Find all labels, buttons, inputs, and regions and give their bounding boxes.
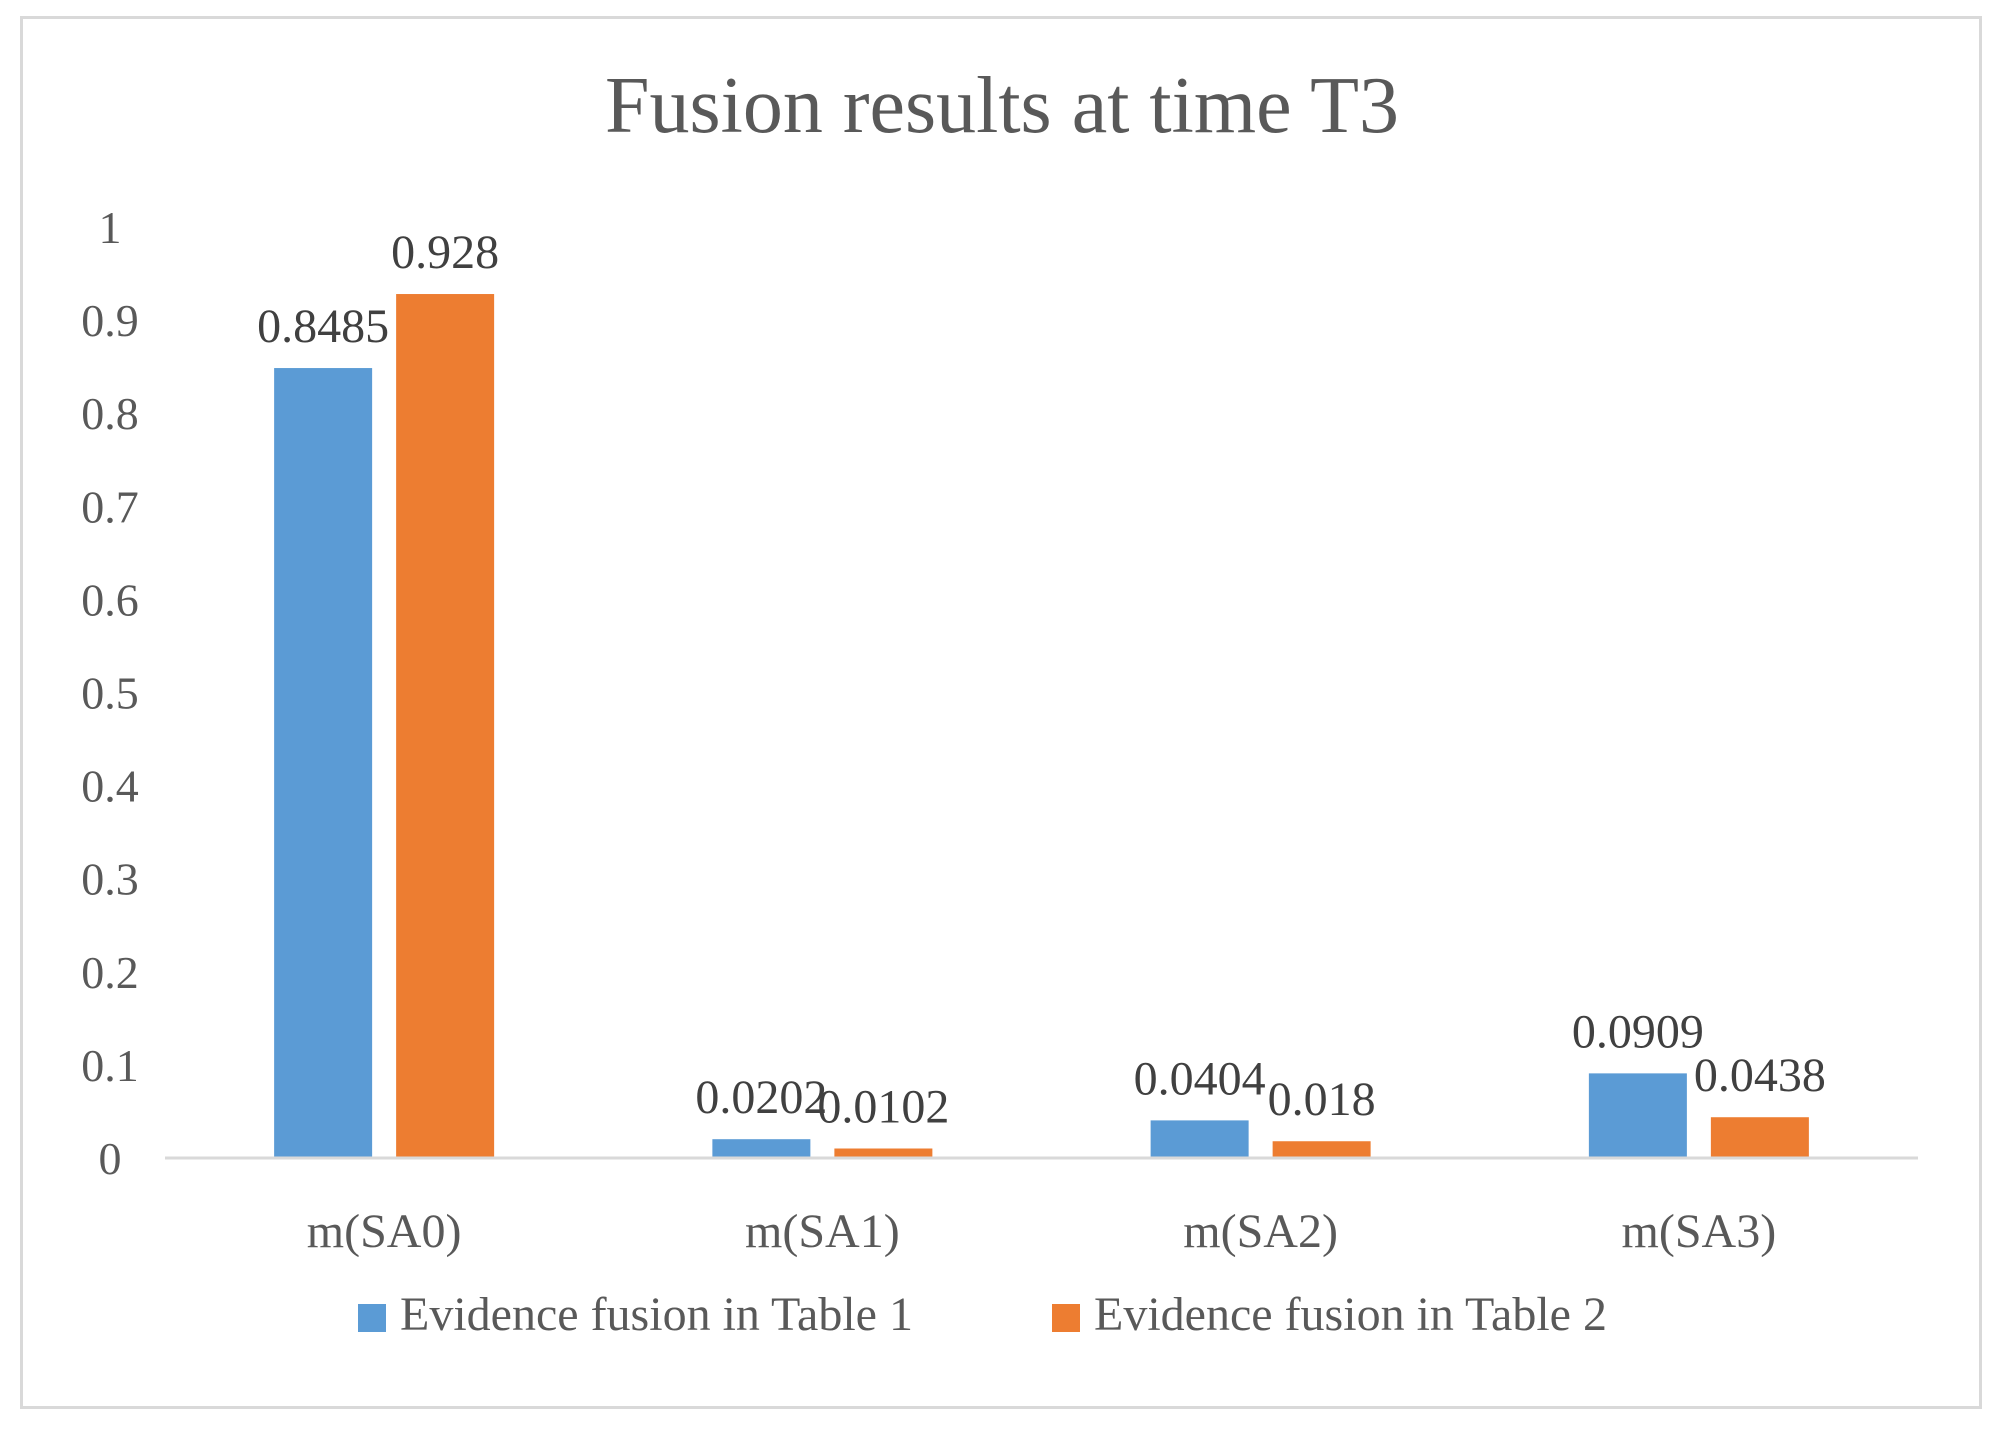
bar-series-1 — [712, 1139, 811, 1158]
bar-series-2 — [1710, 1117, 1809, 1158]
data-label: 0.928 — [391, 226, 499, 279]
bar-series-2 — [834, 1148, 933, 1158]
y-tick-label: 0.5 — [81, 668, 139, 719]
y-tick-label: 0.6 — [81, 574, 139, 625]
chart-title: Fusion results at time T3 — [605, 62, 1399, 150]
bar-series-2 — [396, 294, 495, 1159]
y-tick-label: 0 — [99, 1133, 122, 1184]
y-tick-label: 0.7 — [81, 481, 139, 532]
data-label: 0.0909 — [1572, 1005, 1704, 1058]
bar-series-2 — [1272, 1141, 1371, 1158]
bar-series-1 — [274, 368, 373, 1158]
y-tick-label: 0.4 — [81, 761, 139, 812]
bar-series-1 — [1150, 1120, 1249, 1158]
data-label: 0.0202 — [695, 1071, 827, 1124]
bar-series-1 — [1588, 1073, 1687, 1158]
x-category-label: m(SA0) — [307, 1205, 462, 1258]
x-category-label: m(SA3) — [1622, 1205, 1777, 1258]
y-tick-label: 1 — [99, 202, 122, 253]
legend: Evidence fusion in Table 1 Evidence fusio… — [358, 1288, 1607, 1341]
y-tick-label: 0.1 — [81, 1040, 139, 1091]
legend-label: Evidence fusion in Table 1 — [400, 1288, 913, 1341]
data-label: 0.018 — [1268, 1073, 1376, 1126]
y-axis: 0 0.1 0.2 0.3 0.4 0.5 0.6 0.7 0.8 0.9 1 — [81, 202, 139, 1184]
x-axis: m(SA0) m(SA1) m(SA2) m(SA3) — [307, 1205, 1776, 1258]
legend-swatch — [358, 1304, 386, 1332]
x-category-label: m(SA2) — [1183, 1205, 1338, 1258]
data-label: 0.8485 — [257, 300, 389, 353]
x-category-label: m(SA1) — [745, 1205, 900, 1258]
legend-swatch — [1052, 1304, 1080, 1332]
data-label: 0.0102 — [817, 1081, 949, 1134]
y-tick-label: 0.3 — [81, 854, 139, 905]
y-tick-label: 0.9 — [81, 295, 139, 346]
bars — [274, 294, 1809, 1159]
y-tick-label: 0.2 — [81, 947, 139, 998]
legend-label: Evidence fusion in Table 2 — [1094, 1288, 1607, 1341]
data-label: 0.0404 — [1134, 1052, 1266, 1105]
y-tick-label: 0.8 — [81, 388, 139, 439]
data-label: 0.0438 — [1694, 1049, 1826, 1102]
